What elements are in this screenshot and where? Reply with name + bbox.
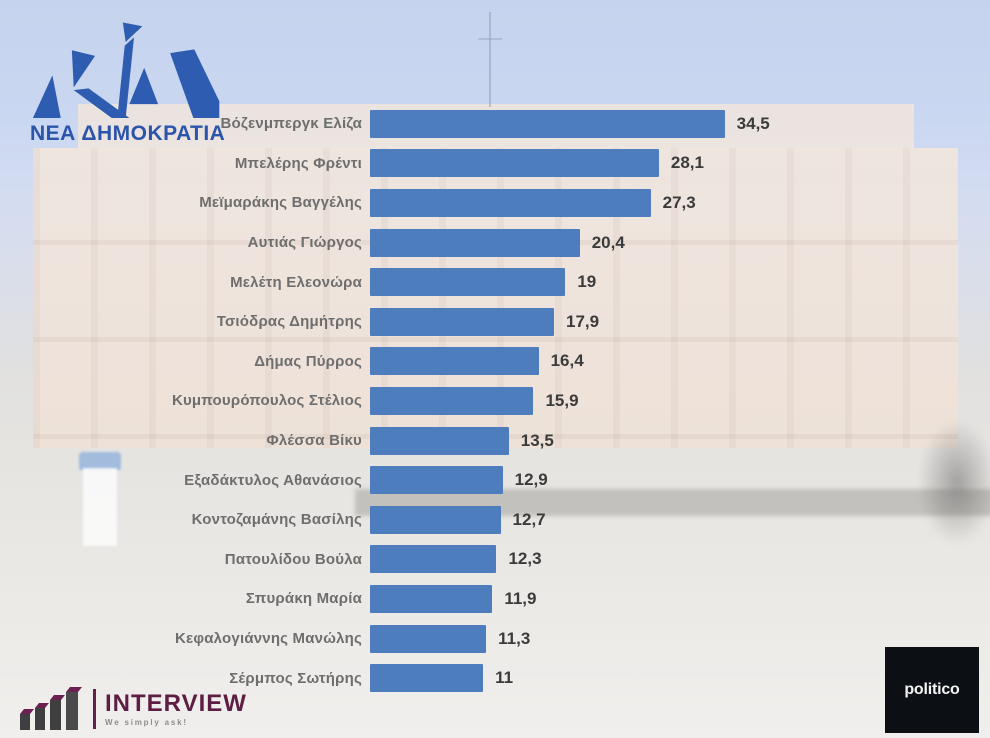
interview-bars-icon xyxy=(20,687,82,730)
candidate-name: Κεφαλογιάννης Μανώλης xyxy=(174,630,362,648)
bar xyxy=(370,624,487,653)
bar-row: Δήμας Πύρρος 16,4 xyxy=(0,342,850,382)
value-label: 12,7 xyxy=(512,509,546,529)
bar-chart: Βόζενμπεργκ Ελίζα 34,5 Μπελέρης Φρέντι 28,1… xyxy=(0,104,850,698)
bar xyxy=(370,584,493,613)
candidate-name: Δήμας Πύρρος xyxy=(254,352,362,370)
bar-rows: Βόζενμπεργκ Ελίζα 34,5 Μπελέρης Φρέντι 28,1… xyxy=(0,104,850,698)
bar-row: Αυτιάς Γιώργος 20,4 xyxy=(0,223,850,263)
candidate-name: Σέρμπος Σωτήρης xyxy=(229,669,362,687)
candidate-name: Σπυράκη Μαρία xyxy=(245,590,362,608)
nea-dimokratia-logo: ΝΕΑ ΔΗΜΟΚΡΑΤΙΑ xyxy=(30,16,230,146)
bar-row: Κοντοζαμάνης Βασίλης 12,7 xyxy=(0,500,850,540)
bar xyxy=(370,149,659,178)
bar xyxy=(370,307,554,336)
value-label: 11,3 xyxy=(498,628,531,648)
bar xyxy=(370,505,501,534)
interview-wordmark: INTERVIEW xyxy=(105,689,247,717)
value-label: 15,9 xyxy=(545,390,579,410)
bar xyxy=(370,228,580,257)
bar xyxy=(370,545,497,574)
value-label: 34,5 xyxy=(736,113,770,133)
value-label: 20,4 xyxy=(591,232,625,252)
value-label: 11 xyxy=(495,668,514,688)
nd-monogram-icon xyxy=(32,22,220,118)
politico-wordmark: politico xyxy=(904,681,960,698)
value-label: 19 xyxy=(577,272,597,292)
bar-row: Πατουλίδου Βούλα 12,3 xyxy=(0,540,850,580)
flagpole-crossbar xyxy=(478,38,502,40)
bar xyxy=(370,466,503,495)
politico-logo: politico xyxy=(885,647,979,733)
value-label: 13,5 xyxy=(520,430,554,450)
candidate-name: Βόζενμπεργκ Ελίζα xyxy=(220,115,362,133)
bar-row: Μπελέρης Φρέντι 28,1 xyxy=(0,144,850,184)
value-label: 16,4 xyxy=(550,351,584,371)
value-label: 17,9 xyxy=(566,311,600,331)
value-label: 28,1 xyxy=(670,153,704,173)
candidate-name: Τσιόδρας Δημήτρης xyxy=(216,313,362,331)
candidate-name: Φλέσσα Βίκυ xyxy=(266,432,362,450)
value-label: 27,3 xyxy=(662,192,696,212)
value-label: 12,3 xyxy=(508,549,542,569)
interview-logo: INTERVIEW We simply ask! xyxy=(18,686,247,732)
bar xyxy=(370,386,534,415)
candidate-name: Κοντοζαμάνης Βασίλης xyxy=(191,511,362,529)
candidate-name: Μεϊμαράκης Βαγγέλης xyxy=(199,194,362,212)
candidate-name: Μελέτη Ελεονώρα xyxy=(230,273,362,291)
bar-row: Τσιόδρας Δημήτρης 17,9 xyxy=(0,302,850,342)
candidate-name: Αυτιάς Γιώργος xyxy=(247,234,362,252)
candidate-name: Κυμπουρόπουλος Στέλιος xyxy=(171,392,362,410)
candidate-name: Πατουλίδου Βούλα xyxy=(224,550,362,568)
flagpole xyxy=(489,12,491,107)
interview-tagline: We simply ask! xyxy=(105,717,188,727)
value-label: 12,9 xyxy=(514,470,548,490)
bar xyxy=(370,347,539,376)
bar xyxy=(370,268,566,297)
candidate-name: Μπελέρης Φρέντι xyxy=(234,154,362,172)
bar xyxy=(370,188,651,217)
bar-row: Εξαδάκτυλος Αθανάσιος 12,9 xyxy=(0,460,850,500)
interview-divider xyxy=(93,689,96,729)
bar xyxy=(370,664,484,693)
guardhouse xyxy=(83,468,117,546)
candidate-name: Εξαδάκτυλος Αθανάσιος xyxy=(184,471,362,489)
bar xyxy=(370,426,509,455)
tree-silhouette xyxy=(918,420,990,545)
bar-row: Σπυράκη Μαρία 11,9 xyxy=(0,579,850,619)
bar-row: Κεφαλογιάννης Μανώλης 11,3 xyxy=(0,619,850,659)
bar-row: Φλέσσα Βίκυ 13,5 xyxy=(0,421,850,461)
bar-row: Βόζενμπεργκ Ελίζα 34,5 xyxy=(0,104,850,144)
bar-row: Κυμπουρόπουλος Στέλιος 15,9 xyxy=(0,381,850,421)
value-label: 11,9 xyxy=(504,588,537,608)
bar xyxy=(370,109,725,138)
bar-row: Μελέτη Ελεονώρα 19 xyxy=(0,262,850,302)
bar-row: Σέρμπος Σωτήρης 11 xyxy=(0,658,850,698)
nd-logo-wordmark: ΝΕΑ ΔΗΜΟΚΡΑΤΙΑ xyxy=(30,122,226,145)
guardhouse-roof xyxy=(79,452,121,470)
bar-row: Μεϊμαράκης Βαγγέλης 27,3 xyxy=(0,183,850,223)
